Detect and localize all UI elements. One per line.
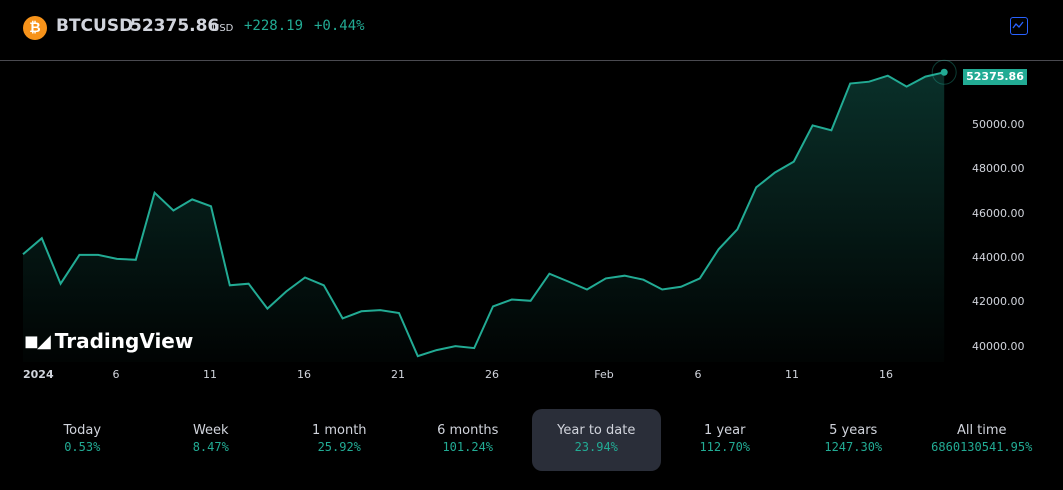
period-label: Week — [192, 423, 229, 438]
period-tab-year-to-date[interactable]: Year to date 23.94% — [532, 409, 661, 471]
y-tick-label: 50000.00 — [972, 118, 1025, 131]
line-chart-icon — [1012, 21, 1024, 29]
period-label: 6 months — [437, 423, 499, 438]
last-price: 52375.86 — [130, 16, 220, 36]
last-price-dot — [940, 68, 948, 76]
x-tick-label: 6 — [694, 368, 702, 381]
period-tab-1-year[interactable]: 1 year 112.70% — [661, 409, 790, 471]
period-change: 112.70% — [699, 440, 751, 454]
x-tick-label: 26 — [485, 368, 499, 381]
price-change-percent: +0.44% — [314, 18, 365, 34]
period-change: 1247.30% — [824, 440, 883, 454]
period-change: 101.24% — [442, 440, 494, 454]
period-label: Year to date — [557, 423, 636, 438]
y-tick-label: 48000.00 — [972, 162, 1025, 175]
bitcoin-icon: ₿ — [23, 16, 47, 40]
chart-type-button[interactable] — [1010, 17, 1028, 35]
x-tick-label: 11 — [785, 368, 799, 381]
period-change: 25.92% — [317, 440, 361, 454]
period-change: 23.94% — [574, 440, 618, 454]
price-change: +228.19 — [244, 18, 304, 34]
period-label: All time — [956, 423, 1007, 438]
currency-label: USD — [212, 23, 234, 34]
y-tick-label: 44000.00 — [972, 251, 1025, 264]
price-chart[interactable] — [0, 0, 1063, 400]
period-label: 1 year — [704, 423, 746, 438]
period-tab-today[interactable]: Today 0.53% — [18, 409, 147, 471]
period-tab-6-months[interactable]: 6 months 101.24% — [404, 409, 533, 471]
x-tick-label: 6 — [112, 368, 120, 381]
period-label: 1 month — [311, 423, 367, 438]
period-tab-1-month[interactable]: 1 month 25.92% — [275, 409, 404, 471]
y-tick-label: 42000.00 — [972, 295, 1025, 308]
period-label: 5 years — [829, 423, 878, 438]
tradingview-logo-icon: ◼◢ — [24, 330, 51, 352]
chart-area-fill — [23, 72, 945, 363]
last-price-tag: 52375.86 — [963, 69, 1027, 85]
period-tab-all-time[interactable]: All time 6860130541.95% — [918, 409, 1047, 471]
header-divider — [0, 60, 1063, 61]
x-tick-label: 2024 — [23, 368, 54, 381]
period-label: Today — [63, 423, 102, 438]
last-price-pulse — [931, 59, 957, 85]
period-change: 6860130541.95% — [931, 440, 1033, 454]
logo-text: TradingView — [54, 329, 194, 353]
tradingview-logo[interactable]: ◼◢ TradingView — [24, 329, 193, 353]
period-tab-5-years[interactable]: 5 years 1247.30% — [789, 409, 918, 471]
symbol-name[interactable]: BTCUSD — [56, 16, 134, 36]
x-tick-label: 21 — [391, 368, 405, 381]
x-tick-label: 16 — [297, 368, 311, 381]
y-tick-label: 40000.00 — [972, 340, 1025, 353]
period-tab-week[interactable]: Week 8.47% — [147, 409, 276, 471]
chart-price-line — [22, 71, 945, 358]
x-tick-label: Feb — [594, 368, 614, 381]
period-change: 0.53% — [64, 440, 101, 454]
period-selector: Today 0.53% Week 8.47% 1 month 25.92% 6 months… — [18, 409, 1063, 471]
y-tick-label: 46000.00 — [972, 207, 1025, 220]
period-change: 8.47% — [192, 440, 229, 454]
x-tick-label: 11 — [203, 368, 217, 381]
x-tick-label: 16 — [879, 368, 893, 381]
symbol-header: ₿ BTCUSD 52375.86 USD +228.19 +0.44% — [0, 0, 1063, 58]
